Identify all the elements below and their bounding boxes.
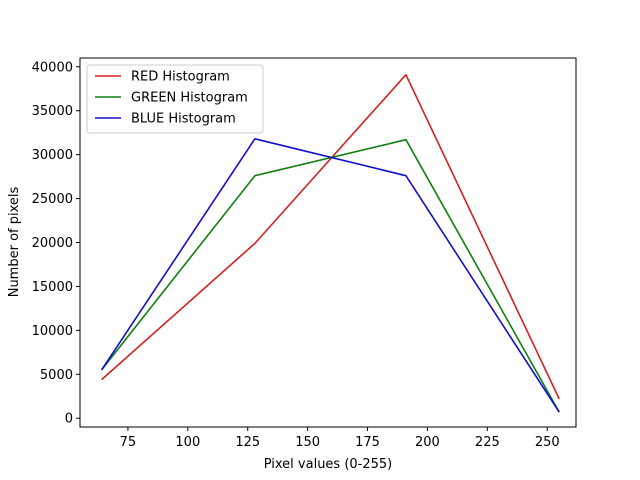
y-tick-label: 0 [65, 412, 73, 427]
x-tick-label: 250 [535, 435, 560, 450]
x-tick-label: 125 [235, 435, 260, 450]
series-line-blue [100, 138, 560, 413]
y-tick-label: 40000 [32, 60, 73, 75]
y-tick-label: 20000 [32, 236, 73, 251]
x-tick-label: 200 [415, 435, 440, 450]
y-tick-label: 25000 [32, 192, 73, 207]
series-line-red [101, 73, 560, 400]
y-tick-label: 10000 [32, 324, 73, 339]
y-tick-label: 35000 [32, 104, 73, 119]
y-tick-label: 30000 [32, 148, 73, 163]
legend: RED Histogram GREEN Histogram BLUE Histogr… [86, 64, 264, 134]
x-axis-label: Pixel values (0-255) [264, 457, 393, 472]
x-tick-label: 100 [175, 435, 200, 450]
x-tick-label: 225 [475, 435, 500, 450]
y-tick-label: 5000 [40, 368, 73, 383]
y-tick-label: 15000 [32, 280, 73, 295]
y-ticks: 0 5000 10000 15000 20000 25000 30000 35000 40000 [32, 60, 80, 427]
series-line-green [100, 138, 560, 413]
y-axis-label: Number of pixels [7, 186, 22, 297]
legend-label: GREEN Histogram [131, 91, 248, 106]
x-tick-label: 150 [295, 435, 320, 450]
legend-label: BLUE Histogram [131, 112, 236, 127]
x-ticks: 75 100 125 150 175 200 225 250 [120, 427, 560, 450]
legend-label: RED Histogram [131, 70, 230, 85]
x-tick-label: 175 [355, 435, 380, 450]
legend-box [86, 64, 264, 134]
x-tick-label: 75 [120, 435, 137, 450]
series-lines [100, 73, 560, 413]
